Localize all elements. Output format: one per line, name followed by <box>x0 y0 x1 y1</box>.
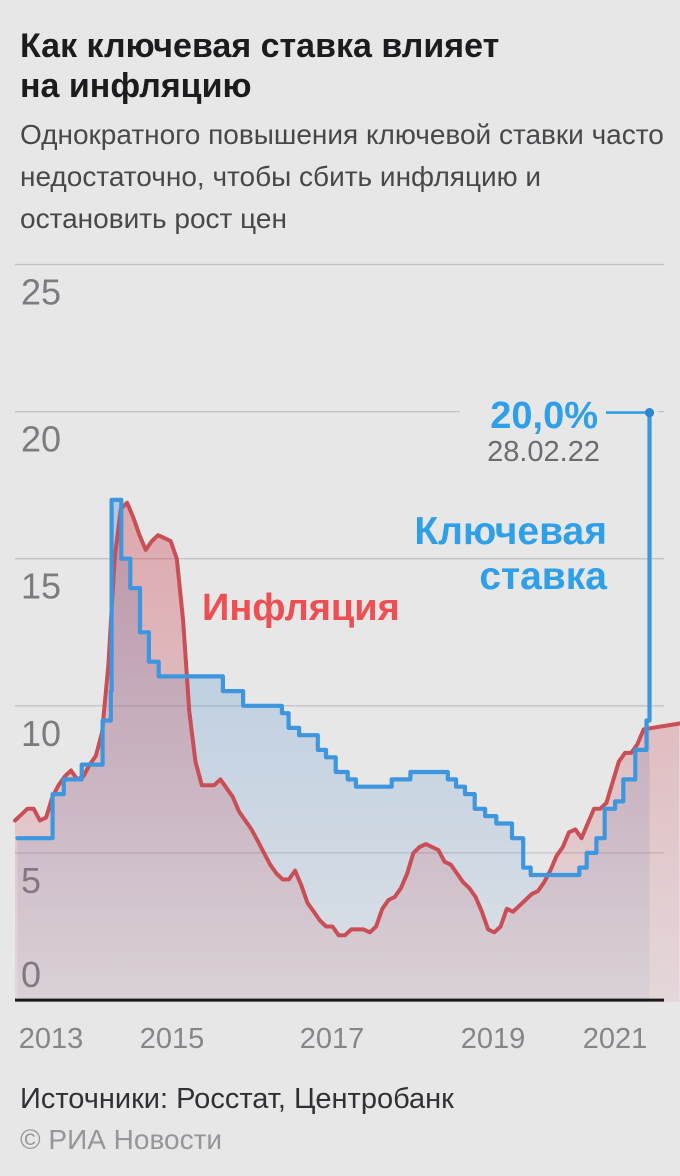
x-tick-label: 2013 <box>19 1023 84 1055</box>
y-tick-label: 20 <box>21 419 61 460</box>
series-label-inflation: Инфляция <box>202 587 400 629</box>
annotation-rate-value: 20,0% <box>490 395 598 437</box>
y-tick-label: 10 <box>21 713 61 754</box>
x-axis-line <box>15 998 664 1002</box>
x-tick-label: 2021 <box>583 1023 648 1055</box>
page-subtitle: Однократного повышения ключевой ставки ч… <box>20 119 664 234</box>
y-tick-label: 15 <box>21 566 61 607</box>
page-title: Как ключевая ставка влияет на инфляцию <box>20 26 499 106</box>
page-title-line-1: Как ключевая ставка влияет <box>20 27 500 65</box>
annotation-rate-date: 28.02.22 <box>487 436 600 468</box>
x-tick-label: 2017 <box>300 1023 365 1055</box>
x-tick-label: 2019 <box>461 1023 526 1055</box>
page-title-line-2: на инфляцию <box>20 67 252 105</box>
x-tick-label: 2015 <box>140 1023 205 1055</box>
y-tick-label: 25 <box>21 272 61 313</box>
inflation-area <box>15 502 680 1002</box>
sources-note: Источники: Росстат, Центробанк <box>20 1083 454 1115</box>
series-label-key-rate: Ключевая ставка <box>414 510 607 598</box>
key-rate-line <box>15 409 652 878</box>
copyright-note: © РИА Новости <box>20 1124 223 1155</box>
